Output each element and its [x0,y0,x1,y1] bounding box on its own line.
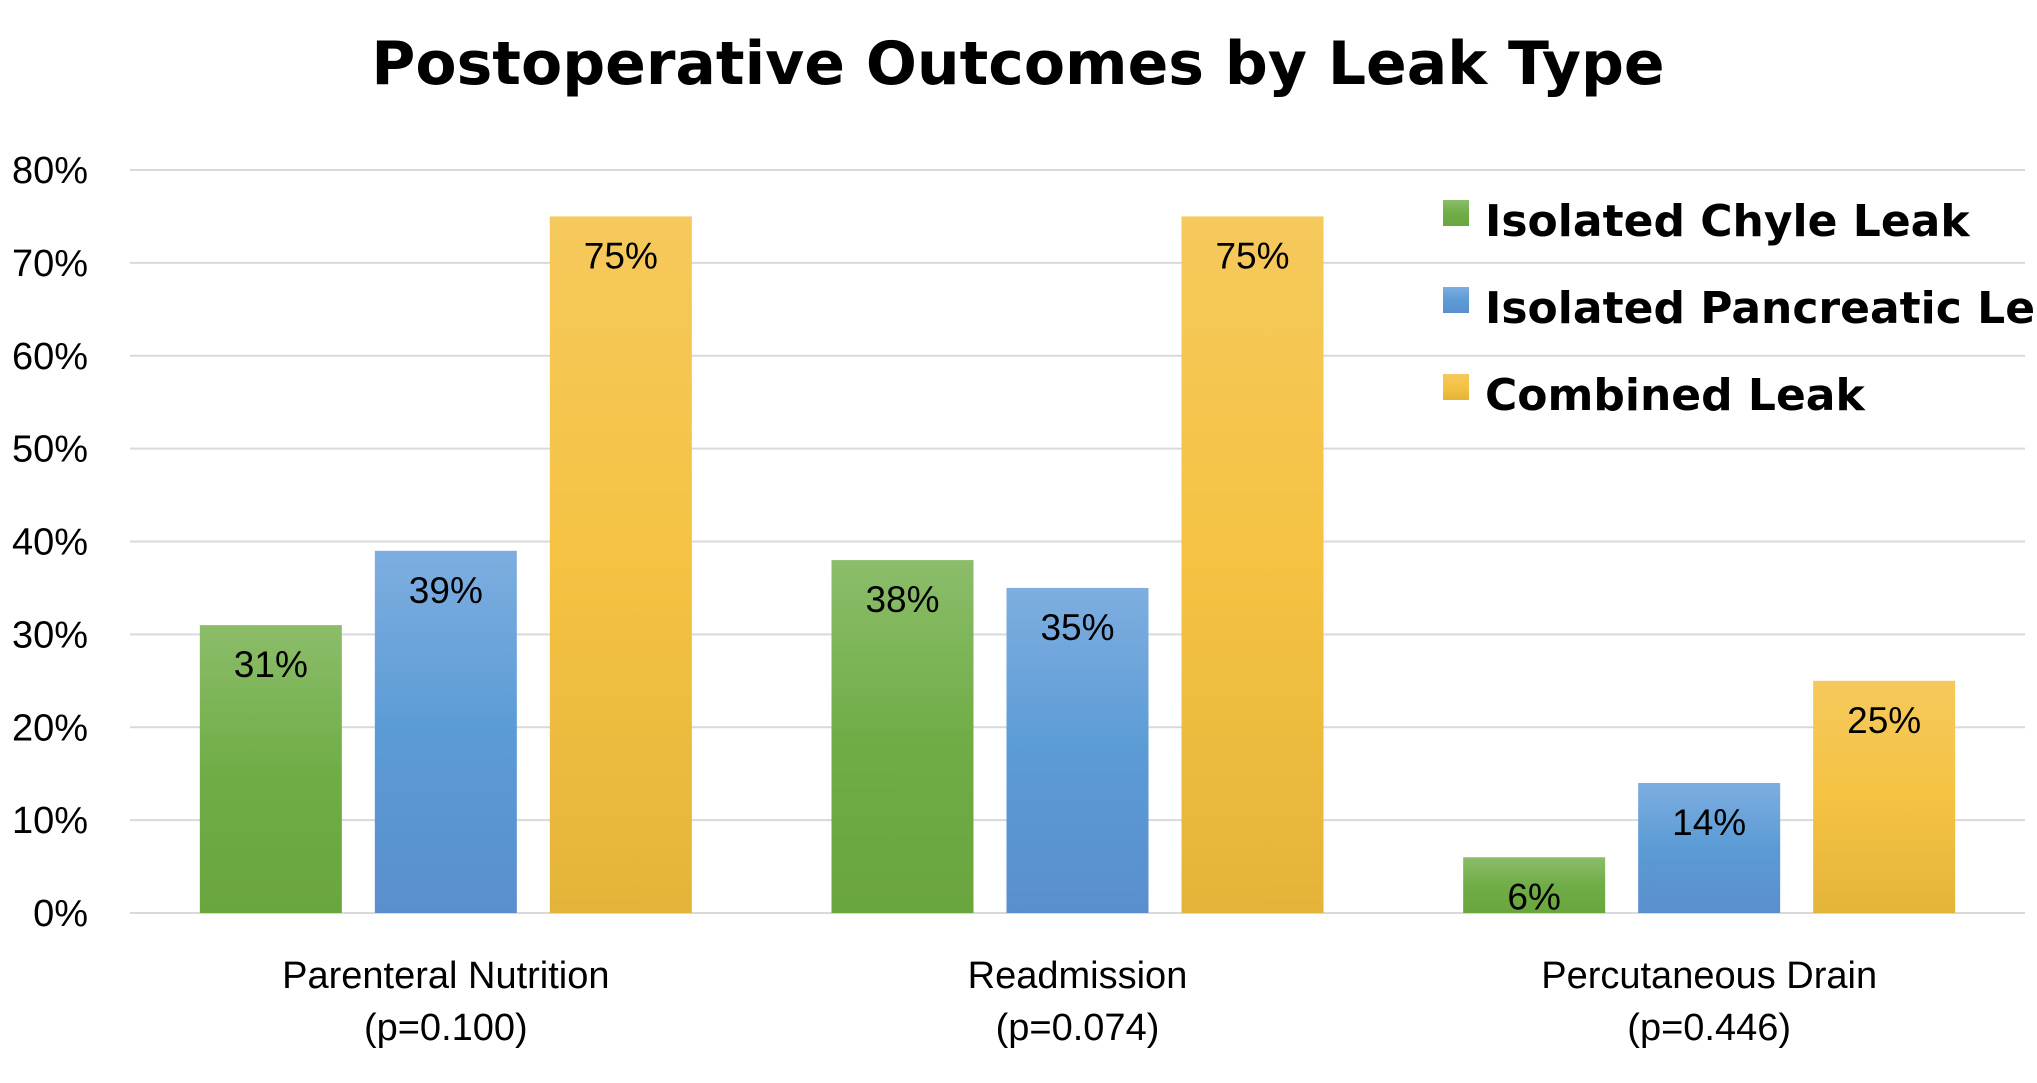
y-tick-label: 10% [12,800,88,842]
y-tick-label: 80% [12,150,88,192]
x-category-label: Percutaneous Drain [1541,955,1877,997]
y-tick-label: 0% [33,893,88,935]
x-category-pvalue: (p=0.446) [1627,1007,1791,1049]
bar [1006,587,1149,913]
data-label: 14% [1672,802,1746,843]
y-tick-label: 40% [12,522,88,564]
y-tick-label: 70% [12,243,88,285]
x-category-label: Parenteral Nutrition [282,955,609,997]
bars [199,216,1956,913]
bar [1181,216,1324,913]
data-label: 38% [865,579,939,620]
y-tick-label: 50% [12,429,88,471]
legend-label: Combined Leak [1485,370,1866,421]
bar [549,216,692,913]
data-label: 39% [409,570,483,611]
bar [374,550,517,913]
data-label: 75% [1215,235,1289,276]
legend-label: Isolated Chyle Leak [1485,196,1971,247]
data-labels: 31% 39% 75% 38% 35% 75% 6% 14% 25% [234,235,1921,917]
y-tick-label: 30% [12,614,88,656]
legend-swatch [1443,287,1469,313]
legend-label: Isolated Pancreatic Leak [1485,283,2037,334]
x-category-label: Readmission [968,955,1188,997]
legend-swatch [1443,200,1469,226]
bar [1463,857,1606,913]
data-label: 31% [234,644,308,685]
y-tick-label: 60% [12,336,88,378]
x-category-pvalue: (p=0.074) [996,1007,1160,1049]
bar [199,625,342,913]
x-category-pvalue: (p=0.100) [364,1007,528,1049]
y-axis-ticks: 0% 10% 20% 30% 40% 50% 60% 70% 80% [12,150,88,935]
y-tick-label: 20% [12,707,88,749]
bar [1813,680,1956,913]
data-label: 35% [1040,607,1114,648]
data-label: 6% [1507,876,1560,917]
chart-title: Postoperative Outcomes by Leak Type [371,29,1664,99]
bar [1638,782,1781,913]
bar [831,560,974,913]
data-label: 25% [1847,700,1921,741]
x-axis-labels: Parenteral Nutrition (p=0.100) Readmission… [282,955,1877,1049]
data-label: 75% [584,235,658,276]
legend-swatch [1443,374,1469,400]
legend: Isolated Chyle Leak Isolated Pancreatic L… [1443,196,2037,421]
